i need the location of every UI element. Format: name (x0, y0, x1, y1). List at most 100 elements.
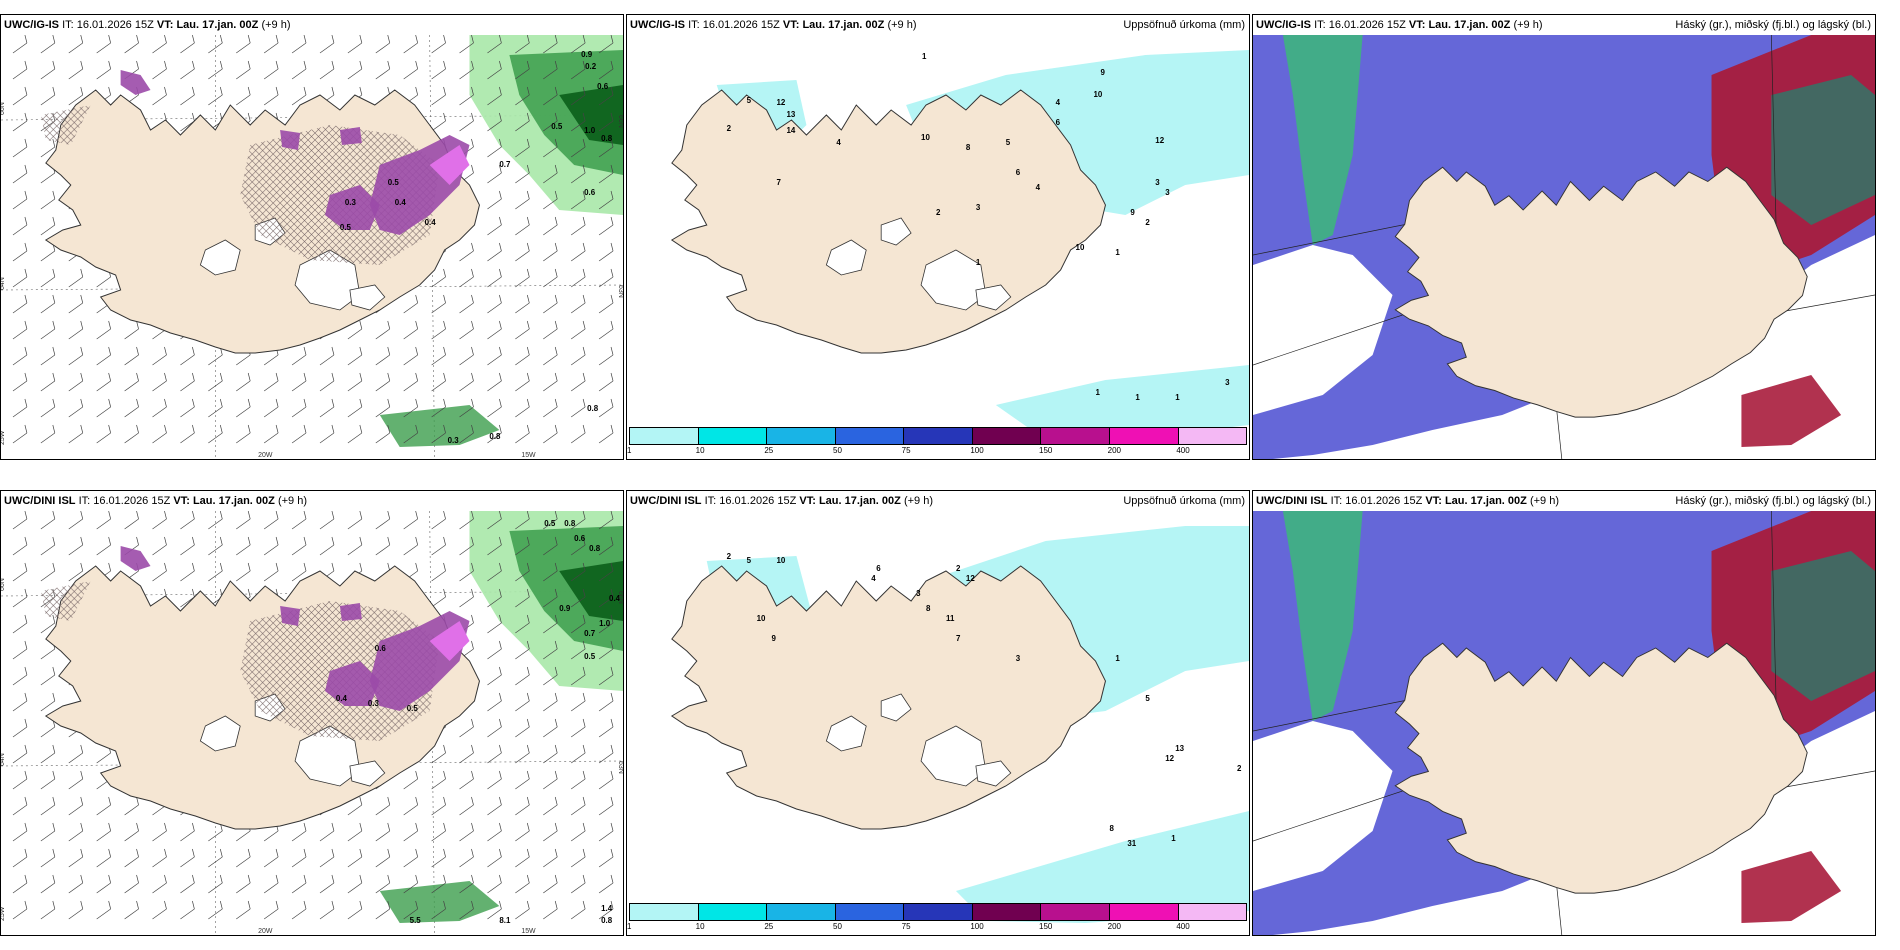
colorbar-tick-label: 200 (1107, 446, 1122, 455)
wind-barb (543, 86, 558, 106)
wind-barb (598, 242, 614, 262)
precip-area-core (559, 561, 623, 621)
precip-value-label: 10 (777, 556, 786, 565)
iceland-landmass (670, 89, 1106, 354)
clear-area-east (1811, 751, 1875, 861)
wind-barb (543, 294, 558, 314)
wind-barb (12, 35, 28, 54)
wind-barb (263, 900, 279, 920)
precip-value-label: 1 (1175, 393, 1180, 402)
wind-barb (236, 511, 251, 530)
wind-barb (515, 588, 530, 608)
wind-barb (598, 511, 614, 530)
wind-barb (487, 216, 502, 236)
precip-value-label: 2 (936, 208, 941, 217)
wind-barb (487, 60, 502, 80)
glacier (199, 715, 241, 752)
wind-barb (598, 60, 614, 80)
wind-barb (515, 86, 530, 106)
wind-barb (515, 562, 530, 582)
precip-value-label: 1 (1115, 654, 1120, 663)
wind-barb (12, 874, 28, 894)
high-cloud-area-west (1282, 35, 1363, 245)
wind-barb (598, 744, 614, 764)
icing-area-light (429, 145, 470, 185)
wind-barb (515, 536, 530, 556)
colorbar-tick-label: 200 (1107, 922, 1122, 931)
wind-barb (570, 216, 586, 236)
colorbar-swatch (1178, 428, 1247, 444)
wind-barb (431, 874, 446, 894)
wind-barb (12, 614, 28, 634)
wind-barb (152, 511, 167, 530)
wind-barb (124, 320, 139, 340)
axis-label: 66N (617, 115, 623, 128)
clear-area-west (1253, 245, 1393, 415)
icing-value-label: 0.4 (395, 198, 407, 207)
wind-barb (487, 640, 502, 660)
wind-barb (208, 536, 223, 556)
glacier (349, 760, 386, 787)
wind-barb (347, 60, 363, 80)
wind-barb (431, 294, 446, 314)
glacier (975, 760, 1012, 787)
wind-barb (68, 822, 84, 842)
wind-barb (208, 900, 223, 920)
wind-barb (319, 60, 335, 80)
wind-barb (347, 35, 363, 54)
wind-barb (543, 372, 558, 392)
precip-value-label: 10 (1076, 243, 1085, 252)
wind-barb (319, 536, 335, 556)
wind-barb (375, 60, 391, 80)
wind-barb (515, 112, 530, 132)
wind-barb (12, 666, 28, 686)
icing-value-label: 0.9 (559, 604, 571, 613)
panel-precip-dini: UWC/DINI ISL IT: 16.01.2026 15Z VT: Lau.… (626, 490, 1250, 936)
wind-barb (180, 398, 195, 418)
wind-barb (459, 294, 474, 314)
wind-barb (515, 770, 530, 790)
wind-barb (487, 822, 502, 842)
wind-barb (40, 190, 56, 210)
wind-barb (12, 536, 28, 556)
wind-barb (68, 511, 84, 530)
wind-barb (68, 346, 84, 366)
wind-barb (236, 848, 251, 868)
precip-value-label: 2 (1145, 218, 1150, 227)
wind-barb (375, 848, 391, 868)
colorbar-swatch (1178, 904, 1247, 920)
wind-barb (319, 874, 335, 894)
wind-barb (487, 562, 502, 582)
wind-barb (487, 796, 502, 816)
colorbar-tick-label: 400 (1176, 446, 1190, 455)
axis-label: 15W (521, 928, 536, 935)
wind-barb (319, 424, 335, 444)
wind-barb (570, 874, 586, 894)
wind-barb (291, 900, 307, 920)
wind-barb (459, 112, 474, 132)
wind-barb (598, 848, 614, 868)
wind-barb (459, 398, 474, 418)
wind-barb (543, 562, 558, 582)
wind-barb (543, 242, 558, 262)
wind-barb (598, 718, 614, 738)
wind-barb (487, 112, 502, 132)
icing-value-label: 0.8 (564, 519, 576, 528)
wind-barb (403, 398, 418, 418)
wind-barb (12, 268, 28, 288)
wind-barb (598, 874, 614, 894)
wind-barb (96, 60, 111, 80)
wind-barb (543, 718, 558, 738)
wind-barb (487, 398, 502, 418)
wind-barb (431, 60, 446, 80)
wind-barb (68, 60, 84, 80)
wind-barb (40, 744, 56, 764)
wind-barb (543, 190, 558, 210)
colorbar-swatch (1109, 428, 1179, 444)
wind-barb (598, 190, 614, 210)
wind-barb (291, 848, 307, 868)
wind-barb (40, 900, 56, 920)
wind-barb (487, 614, 502, 634)
precip-value-label: 8 (1109, 824, 1114, 833)
wind-barb (515, 60, 530, 80)
